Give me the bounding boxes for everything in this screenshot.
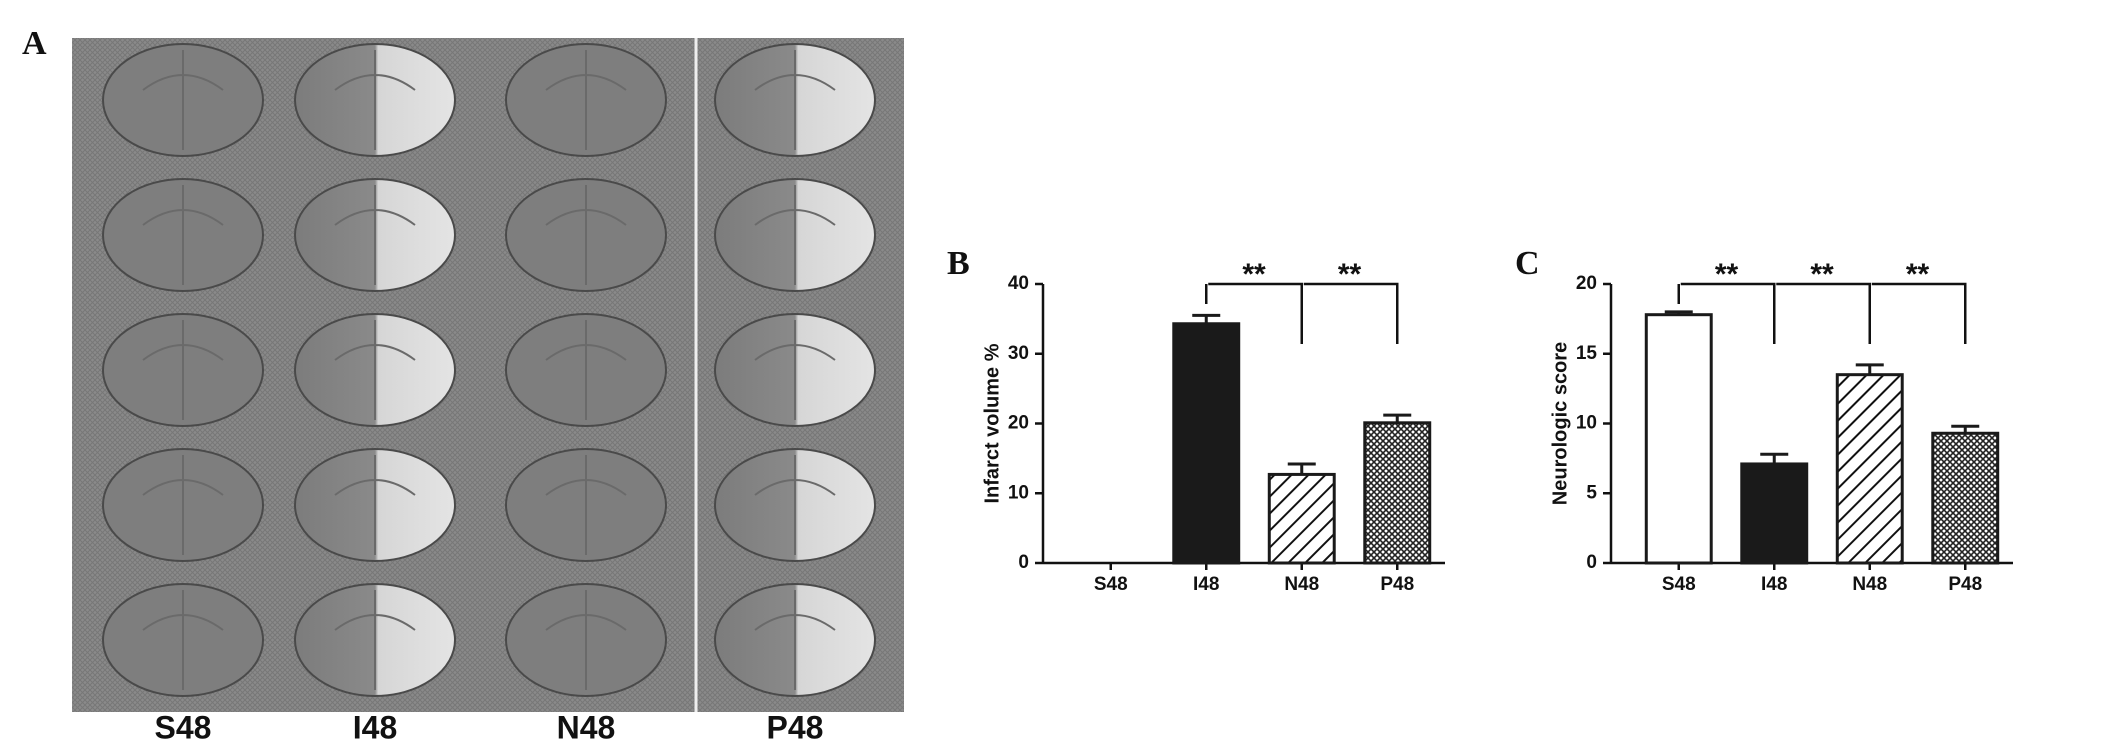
error-bar <box>1192 313 1221 324</box>
slice-detail <box>142 590 224 690</box>
x-tick-label: S48 <box>1662 574 1696 595</box>
x-tick-label: N48 <box>1852 574 1887 595</box>
brain-slices-photo <box>72 38 904 712</box>
bar <box>1740 462 1809 565</box>
column-label: S48 <box>155 709 212 745</box>
x-tick-label: P48 <box>1380 574 1414 595</box>
column-label: N48 <box>557 709 616 745</box>
slice-detail <box>754 455 836 555</box>
significance-label: ** <box>1242 258 1266 291</box>
column-label: I48 <box>353 709 397 745</box>
x-tick-label: I48 <box>1193 574 1219 595</box>
slice-detail <box>754 590 836 690</box>
significance-label: ** <box>1338 258 1362 291</box>
y-axis-label: Neurologic score <box>1549 342 1571 505</box>
slice-detail <box>334 185 416 285</box>
slice-detail <box>142 455 224 555</box>
bar <box>1835 373 1904 565</box>
y-tick-label: 40 <box>1008 273 1029 294</box>
x-tick-label: N48 <box>1284 574 1319 595</box>
slice-detail <box>545 320 627 420</box>
y-tick-label: 10 <box>1576 413 1597 434</box>
slice-detail <box>545 455 627 555</box>
significance-bracket <box>1776 282 1871 344</box>
x-tick-label: P48 <box>1948 574 1982 595</box>
slice-detail <box>545 50 627 150</box>
y-axis-label: Infarct volume % <box>981 343 1003 503</box>
slice-detail <box>334 320 416 420</box>
y-tick-label: 10 <box>1008 482 1029 503</box>
slice-detail <box>334 50 416 150</box>
y-tick-label: 0 <box>1586 552 1597 573</box>
panel-label: C <box>1515 245 1540 282</box>
slice-detail <box>142 320 224 420</box>
bar <box>1363 421 1432 565</box>
y-tick-label: 30 <box>1008 343 1029 364</box>
significance-label: ** <box>1810 258 1834 291</box>
slice-detail <box>142 185 224 285</box>
bar <box>1644 313 1713 565</box>
panel-label: B <box>947 245 970 282</box>
y-tick-label: 20 <box>1008 413 1029 434</box>
significance-bracket <box>1677 282 1776 344</box>
y-tick-label: 20 <box>1576 273 1597 294</box>
error-bar <box>1383 413 1412 423</box>
error-bar <box>1951 424 1980 434</box>
bar <box>1267 472 1336 565</box>
error-bar <box>1760 452 1789 464</box>
slice-detail <box>334 455 416 555</box>
slice-detail <box>142 50 224 150</box>
bar <box>1172 322 1241 565</box>
slice-detail <box>545 185 627 285</box>
significance-bracket <box>1871 282 1967 344</box>
error-bar <box>1855 363 1884 375</box>
slice-detail <box>334 590 416 690</box>
slice-detail <box>754 185 836 285</box>
x-tick-label: I48 <box>1761 574 1787 595</box>
y-tick-label: 0 <box>1018 552 1029 573</box>
significance-label: ** <box>1906 258 1930 291</box>
error-bar <box>1664 310 1693 315</box>
slice-detail <box>754 50 836 150</box>
error-bar <box>1287 462 1316 475</box>
significance-label: ** <box>1715 258 1739 291</box>
y-tick-label: 5 <box>1586 482 1597 503</box>
significance-bracket <box>1205 282 1303 344</box>
panel-label: A <box>22 25 47 62</box>
slice-detail <box>545 590 627 690</box>
column-label: P48 <box>767 709 824 745</box>
bar <box>1931 431 2000 565</box>
slice-detail <box>754 320 836 420</box>
y-tick-label: 15 <box>1576 343 1598 364</box>
significance-bracket <box>1303 282 1399 344</box>
x-tick-label: S48 <box>1094 574 1128 595</box>
